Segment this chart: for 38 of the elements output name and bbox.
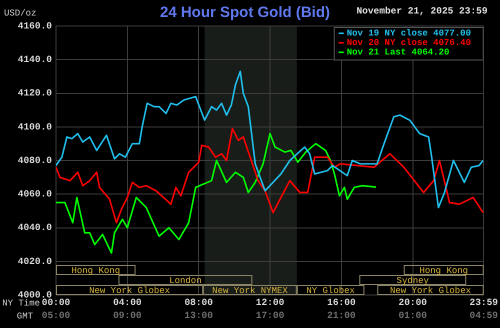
y-axis-title: USD/oz [4,8,36,18]
x-axis-title: NY Time [2,298,40,308]
x2-tick-label: 21:00 [327,310,356,322]
y-tick-label: 4120.0 [18,88,52,99]
x-tick-label: 23:59 [469,297,498,308]
y-tick-label: 4140.0 [18,54,52,66]
x2-tick-label: 09:00 [113,310,142,322]
legend-label: Nov 20 NY close 4076.40 [346,38,471,48]
y-tick-label: 4060.0 [18,188,52,200]
x-tick-label: 04:00 [113,297,142,308]
x-tick-label: 00:00 [42,297,71,308]
y-tick-label: 4100.0 [18,121,52,132]
annotation: New York NYMEX [212,286,288,296]
annotation: Hong Kong [71,266,120,276]
y-tick-label: 4020.0 [18,256,52,267]
y-tick-label: 4040.0 [18,222,52,234]
annotation: Sydney [396,276,430,286]
legend-label: Nov 19 NY close 4077.00 [346,28,471,38]
legend-label: Nov 21 Last 4064.20 [346,47,450,58]
x2-tick-label: 01:00 [398,310,428,322]
x-tick-label: 16:00 [327,297,356,308]
annotation: NY Globex [306,286,355,296]
x-tick-label: 08:00 [184,297,214,308]
annotation: Hong Kong [419,266,468,276]
x2-axis-title: GMT [16,311,34,322]
annotation: New York Globex [390,286,471,296]
annotation: New York Globex [89,286,170,296]
x-tick-label: 12:00 [256,297,285,308]
y-tick-label: 4160.0 [18,20,52,32]
x2-tick-label: 17:00 [256,310,285,322]
annotation: London [169,276,202,286]
x2-tick-label: 04:59 [469,310,498,322]
x2-tick-label: 13:00 [184,310,214,322]
x-tick-label: 20:00 [398,297,428,308]
y-tick-label: 4080.0 [18,154,52,166]
chart-subtitle: November 21, 2025 23:59 [356,5,488,16]
chart-title: 24 Hour Spot Gold (Bid) [160,4,330,22]
x2-tick-label: 05:00 [42,310,71,322]
